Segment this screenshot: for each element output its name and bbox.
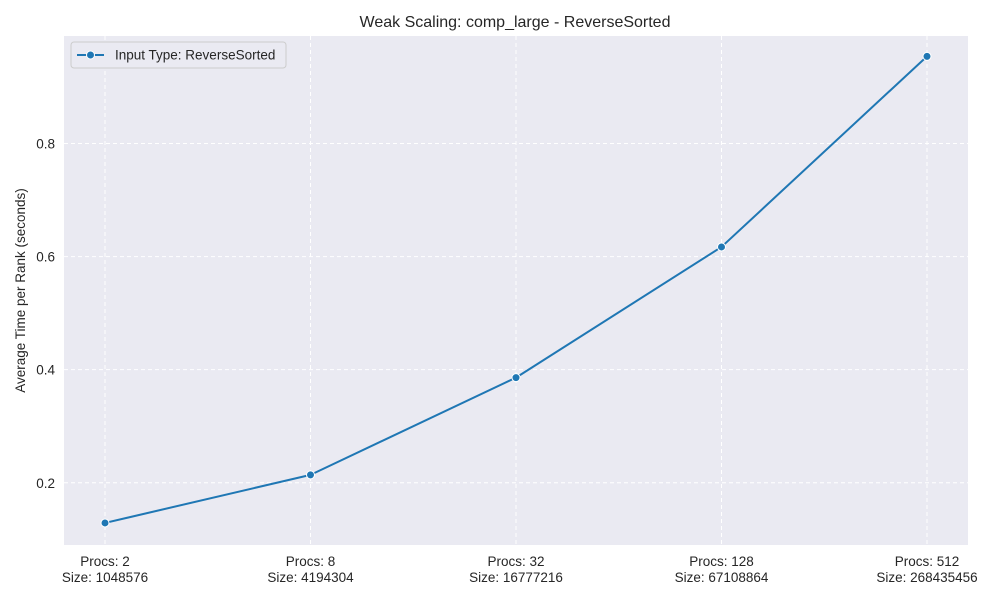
data-point [511,373,521,383]
x-tick-label: Procs: 2 Size: 1048576 [62,554,148,585]
x-tick-label: Procs: 512 Size: 268435456 [876,554,977,585]
x-tick-label: Procs: 128 Size: 67108864 [675,554,769,585]
x-tick-label: Procs: 8 Size: 4194304 [267,554,354,585]
grid-layer [64,36,968,545]
legend: Input Type: ReverseSorted [70,41,287,69]
data-point [717,242,726,252]
data-point [922,51,932,61]
legend-label: Input Type: ReverseSorted [115,48,275,63]
y-tick-label: 0.2 [36,476,55,491]
series-layer [100,51,932,528]
x-tick-labels: Procs: 2 Size: 1048576 Procs: 8 Size: 41943… [62,554,978,585]
y-tick-label: 0.4 [36,363,55,378]
y-tick-labels: 0.2 0.4 0.6 0.8 [36,136,55,490]
legend-box [70,41,287,69]
chart-title: Weak Scaling: comp_large - ReverseSorted [360,14,671,31]
legend-marker-swatch [86,50,95,60]
y-tick-label: 0.8 [36,136,55,151]
x-tick-label: Procs: 32 Size: 16777216 [469,554,563,585]
y-tick-label: 0.6 [36,250,55,265]
data-point [100,518,110,528]
data-point [306,470,315,480]
y-axis-label: Average Time per Rank (seconds) [13,188,28,393]
